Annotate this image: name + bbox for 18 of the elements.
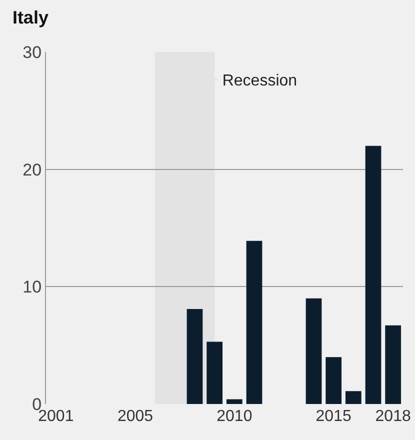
- bar: [306, 298, 322, 404]
- bar: [186, 308, 203, 404]
- band-label: Recession: [222, 72, 298, 90]
- x-tick-label: 2005: [117, 408, 154, 425]
- bar: [246, 240, 262, 404]
- bar: [326, 357, 342, 404]
- bar: [206, 342, 223, 404]
- bar: [365, 146, 382, 404]
- chart-title: Italy: [12, 8, 48, 28]
- x-tick-label: 2015: [316, 408, 352, 425]
- x-tick-label: 2010: [216, 408, 252, 425]
- y-tick-label: 20: [22, 160, 42, 180]
- bar: [345, 391, 362, 404]
- bar: [226, 399, 242, 404]
- y-tick-label: 10: [22, 278, 42, 297]
- x-tick-label: 2018: [375, 408, 411, 425]
- y-tick-label: 30: [22, 42, 42, 62]
- bar: [385, 325, 402, 404]
